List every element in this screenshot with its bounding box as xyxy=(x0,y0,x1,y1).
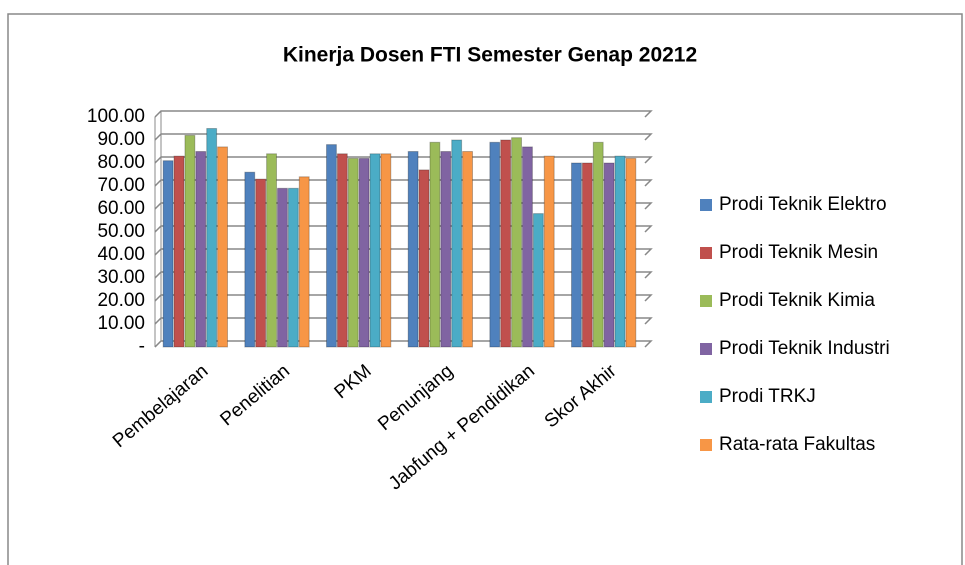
grid-line xyxy=(154,156,653,164)
legend-swatch xyxy=(700,295,712,307)
legend-label: Prodi Teknik Mesin xyxy=(719,242,878,263)
bar xyxy=(173,155,185,348)
bar xyxy=(532,213,544,348)
bar xyxy=(380,153,392,348)
grid-line xyxy=(154,202,653,210)
bar xyxy=(298,176,310,348)
bar xyxy=(407,151,419,348)
bar xyxy=(195,151,207,348)
bar xyxy=(440,151,452,348)
y-tick-label: 30.00 xyxy=(97,267,145,288)
grid-line xyxy=(154,340,653,348)
bar xyxy=(581,162,593,348)
legend-label: Prodi Teknik Industri xyxy=(719,338,890,359)
bar xyxy=(429,141,441,348)
legend-label: Prodi Teknik Kimia xyxy=(719,290,875,311)
grid-line xyxy=(154,294,653,302)
bar xyxy=(571,162,582,348)
bar xyxy=(217,146,229,348)
y-tick-label: 70.00 xyxy=(97,175,145,196)
grid-line xyxy=(154,317,653,325)
legend-swatch xyxy=(700,343,712,355)
bar xyxy=(326,144,337,348)
y-tick-label: 20.00 xyxy=(97,290,145,311)
bar xyxy=(625,157,637,348)
chart-title: Kinerja Dosen FTI Semester Genap 20212 xyxy=(283,44,697,67)
bar xyxy=(266,153,278,348)
bar xyxy=(418,169,430,348)
bar xyxy=(500,139,512,348)
bar xyxy=(489,141,501,348)
legend-swatch xyxy=(700,199,712,211)
bar xyxy=(358,157,370,348)
y-tick-label: 80.00 xyxy=(97,152,145,173)
bar xyxy=(511,137,523,348)
y-tick-label: 10.00 xyxy=(97,313,145,334)
grid-line xyxy=(154,225,653,233)
bar xyxy=(162,160,174,348)
bar xyxy=(614,155,626,348)
grid-line xyxy=(154,133,653,141)
bar xyxy=(277,187,288,348)
legend-label: Prodi TRKJ xyxy=(719,386,816,407)
bar xyxy=(255,178,267,348)
bar xyxy=(603,162,615,348)
bar xyxy=(347,157,359,348)
legend-swatch xyxy=(700,391,712,403)
legend-swatch xyxy=(700,247,712,259)
bar xyxy=(543,155,555,348)
bar xyxy=(336,153,348,348)
bar xyxy=(184,134,196,348)
y-tick-label: - xyxy=(139,336,145,357)
bar xyxy=(287,187,299,348)
grid-line xyxy=(154,271,653,279)
y-tick-label: 40.00 xyxy=(97,244,145,265)
y-tick-label: 90.00 xyxy=(97,129,145,150)
bar xyxy=(206,128,218,348)
bar xyxy=(462,151,474,348)
grid-line xyxy=(154,110,653,118)
y-tick-label: 60.00 xyxy=(97,198,145,219)
bar xyxy=(369,153,381,348)
grid-line xyxy=(154,248,653,256)
y-tick-label: 50.00 xyxy=(97,221,145,242)
legend-swatch xyxy=(700,439,712,451)
bar xyxy=(244,171,256,348)
legend-label: Prodi Teknik Elektro xyxy=(719,194,887,215)
bar xyxy=(522,146,533,348)
grid-line xyxy=(154,179,653,187)
legend-label: Rata-rata Fakultas xyxy=(719,434,875,455)
bar xyxy=(451,139,463,348)
y-tick-label: 100.00 xyxy=(87,106,145,127)
bar xyxy=(592,141,604,348)
